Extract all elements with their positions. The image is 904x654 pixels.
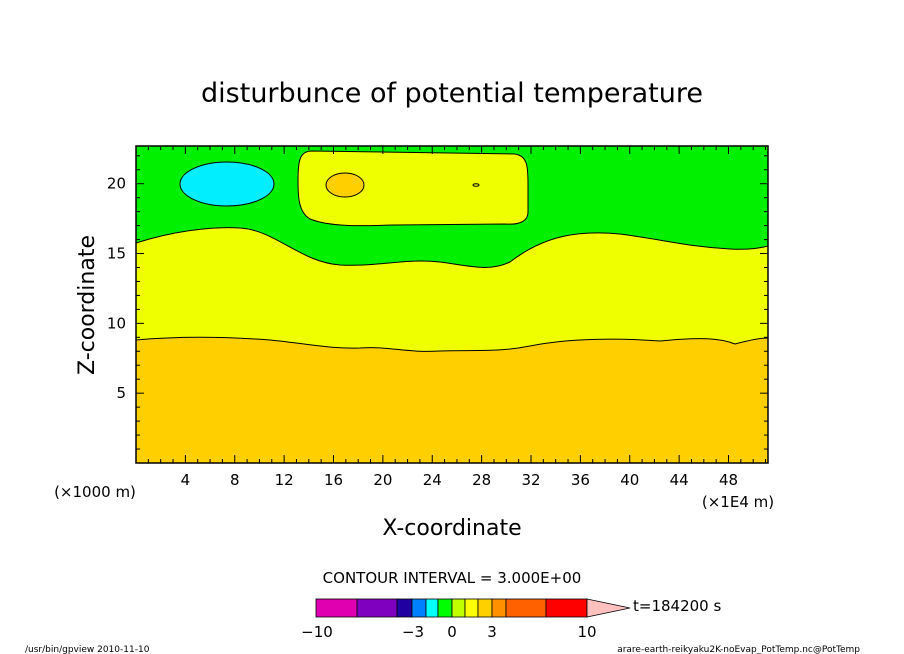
warm-core-region (325, 172, 365, 198)
x-unit-right: (×1E4 m) (702, 493, 774, 511)
x-tick-label: 20 (373, 471, 392, 489)
colorbar-segment (396, 598, 413, 618)
x-unit-left: (×1000 m) (54, 483, 136, 501)
x-tick-label: 24 (423, 471, 442, 489)
y-axis-label: Z-coordinate (75, 235, 100, 375)
time-label: t=184200 s (633, 597, 721, 615)
colorbar-segment (437, 598, 453, 618)
x-tick-label: 12 (275, 471, 294, 489)
colorbar-label-1: −10 (301, 623, 333, 641)
x-tick-label: 4 (181, 471, 191, 489)
y-tick-label: 10 (107, 314, 126, 332)
colorbar-segment (491, 598, 507, 618)
plot-frame (135, 145, 769, 464)
colorbar-segment (411, 598, 427, 618)
x-axis-label: X-coordinate (382, 516, 521, 541)
small-contour (472, 183, 480, 187)
colorbar-segment (545, 598, 588, 618)
colorbar (315, 598, 631, 618)
colorbar-label-2: −3 (402, 623, 424, 641)
cold-blob-region (179, 161, 275, 207)
colorbar-arrow (586, 598, 631, 618)
x-tick-label: 36 (571, 471, 590, 489)
y-tick-label: 5 (116, 384, 126, 402)
x-tick-label: 48 (719, 471, 738, 489)
colorbar-segment (505, 598, 547, 618)
colorbar-label-5: 10 (577, 623, 596, 641)
chart-title: disturbunce of potential temperature (201, 78, 703, 109)
footer-left: /usr/bin/gpview 2010-11-10 (25, 645, 150, 654)
x-tick-label: 8 (230, 471, 240, 489)
colorbar-label-4: 3 (487, 623, 497, 641)
x-tick-label: 16 (324, 471, 343, 489)
x-tick-label: 40 (620, 471, 639, 489)
colorbar-segment (464, 598, 479, 618)
footer-right: arare-earth-reikyaku2K-noEvap_PotTemp.nc… (617, 645, 860, 654)
colorbar-segment (451, 598, 466, 618)
colorbar-segment (477, 598, 493, 618)
colorbar-segment (425, 598, 439, 618)
contour-interval-label: CONTOUR INTERVAL = 3.000E+00 (323, 569, 582, 587)
x-tick-label: 32 (521, 471, 540, 489)
colorbar-label-3: 0 (447, 623, 457, 641)
colorbar-segment (356, 598, 398, 618)
y-tick-label: 15 (107, 245, 126, 263)
bottom-region (136, 336, 768, 463)
colorbar-segment (315, 598, 358, 618)
y-tick-label: 20 (107, 175, 126, 193)
warm-patch-region (297, 150, 529, 227)
x-tick-label: 44 (670, 471, 689, 489)
x-tick-label: 28 (472, 471, 491, 489)
